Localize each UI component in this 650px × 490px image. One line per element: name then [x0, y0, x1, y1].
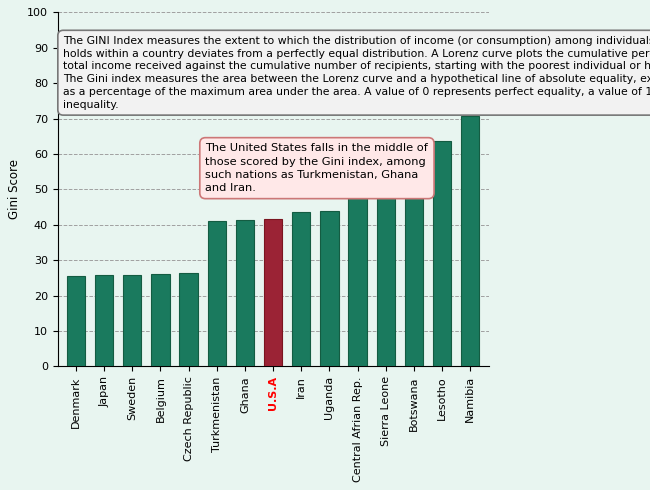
Bar [95, 275, 113, 367]
Bar [376, 142, 395, 367]
Bar [123, 275, 142, 367]
Text: The United States falls in the middle of
those scored by the Gini index, among
s: The United States falls in the middle of… [205, 144, 428, 193]
Bar [320, 211, 339, 367]
Bar [151, 274, 170, 367]
Bar [405, 142, 423, 367]
Bar [264, 220, 282, 367]
Y-axis label: Gini Score: Gini Score [8, 159, 21, 220]
Bar [348, 149, 367, 367]
Bar [461, 116, 480, 367]
Bar [236, 220, 254, 367]
Bar [433, 141, 451, 367]
Bar [207, 220, 226, 367]
Text: The GINI Index measures the extent to which the distribution of income (or consu: The GINI Index measures the extent to wh… [63, 36, 650, 110]
Bar [179, 273, 198, 367]
Bar [67, 276, 85, 367]
Bar [292, 212, 311, 367]
